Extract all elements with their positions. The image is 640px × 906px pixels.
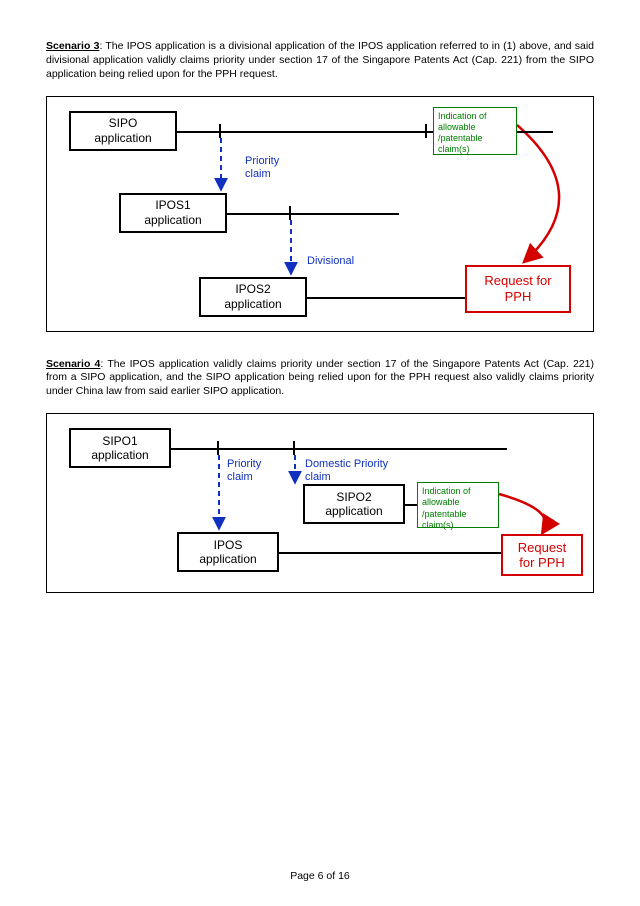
diagram-node-red: Request forPPH (465, 265, 571, 313)
diagram-node-sipo1: SIPO1application (69, 428, 171, 468)
scenario-4-paragraph: Scenario 4: The IPOS application validly… (46, 358, 594, 400)
page-footer: Page 6 of 16 (0, 870, 640, 882)
diagram-node-green: Indication ofallowable/patentableclaim(s… (417, 482, 499, 528)
document-page: Scenario 3: The IPOS application is a di… (0, 0, 640, 906)
arrow-label-priority: Priorityclaim (245, 155, 279, 181)
scenario-3-text: : The IPOS application is a divisional a… (46, 40, 594, 80)
timeline (279, 552, 501, 554)
timeline (307, 297, 465, 299)
scenario-3-label: Scenario 3 (46, 40, 99, 52)
diagram-node-sipo2: SIPO2application (303, 484, 405, 524)
timeline-tick (217, 441, 219, 455)
scenario-4-text: : The IPOS application validly claims pr… (46, 358, 594, 398)
scenario-3-diagram: SIPOapplication IPOS1application IPOS2appl… (46, 96, 594, 332)
diagram-node-sipo: SIPOapplication (69, 111, 177, 151)
diagram-node-ipos1: IPOS1application (119, 193, 227, 233)
timeline-tick (425, 124, 427, 138)
arrow-label-priority: Priorityclaim (227, 458, 261, 484)
arrow-label-domestic: Domestic Priorityclaim (305, 458, 388, 484)
timeline-tick (219, 124, 221, 138)
scenario-3-paragraph: Scenario 3: The IPOS application is a di… (46, 40, 594, 82)
arrow-label-divisional: Divisional (307, 255, 354, 268)
scenario-4-diagram: SIPO1application SIPO2application IPOSappl… (46, 413, 594, 593)
diagram-node-ipos2: IPOS2application (199, 277, 307, 317)
timeline (405, 504, 417, 506)
scenario-4-label: Scenario 4 (46, 358, 100, 370)
timeline (227, 213, 399, 215)
diagram-node-green: Indication ofallowable/patentableclaim(s… (433, 107, 517, 155)
diagram-node-red: Requestfor PPH (501, 534, 583, 576)
timeline-tick (289, 206, 291, 220)
diagram-node-ipos: IPOSapplication (177, 532, 279, 572)
timeline (171, 448, 507, 450)
timeline-tick (293, 441, 295, 455)
